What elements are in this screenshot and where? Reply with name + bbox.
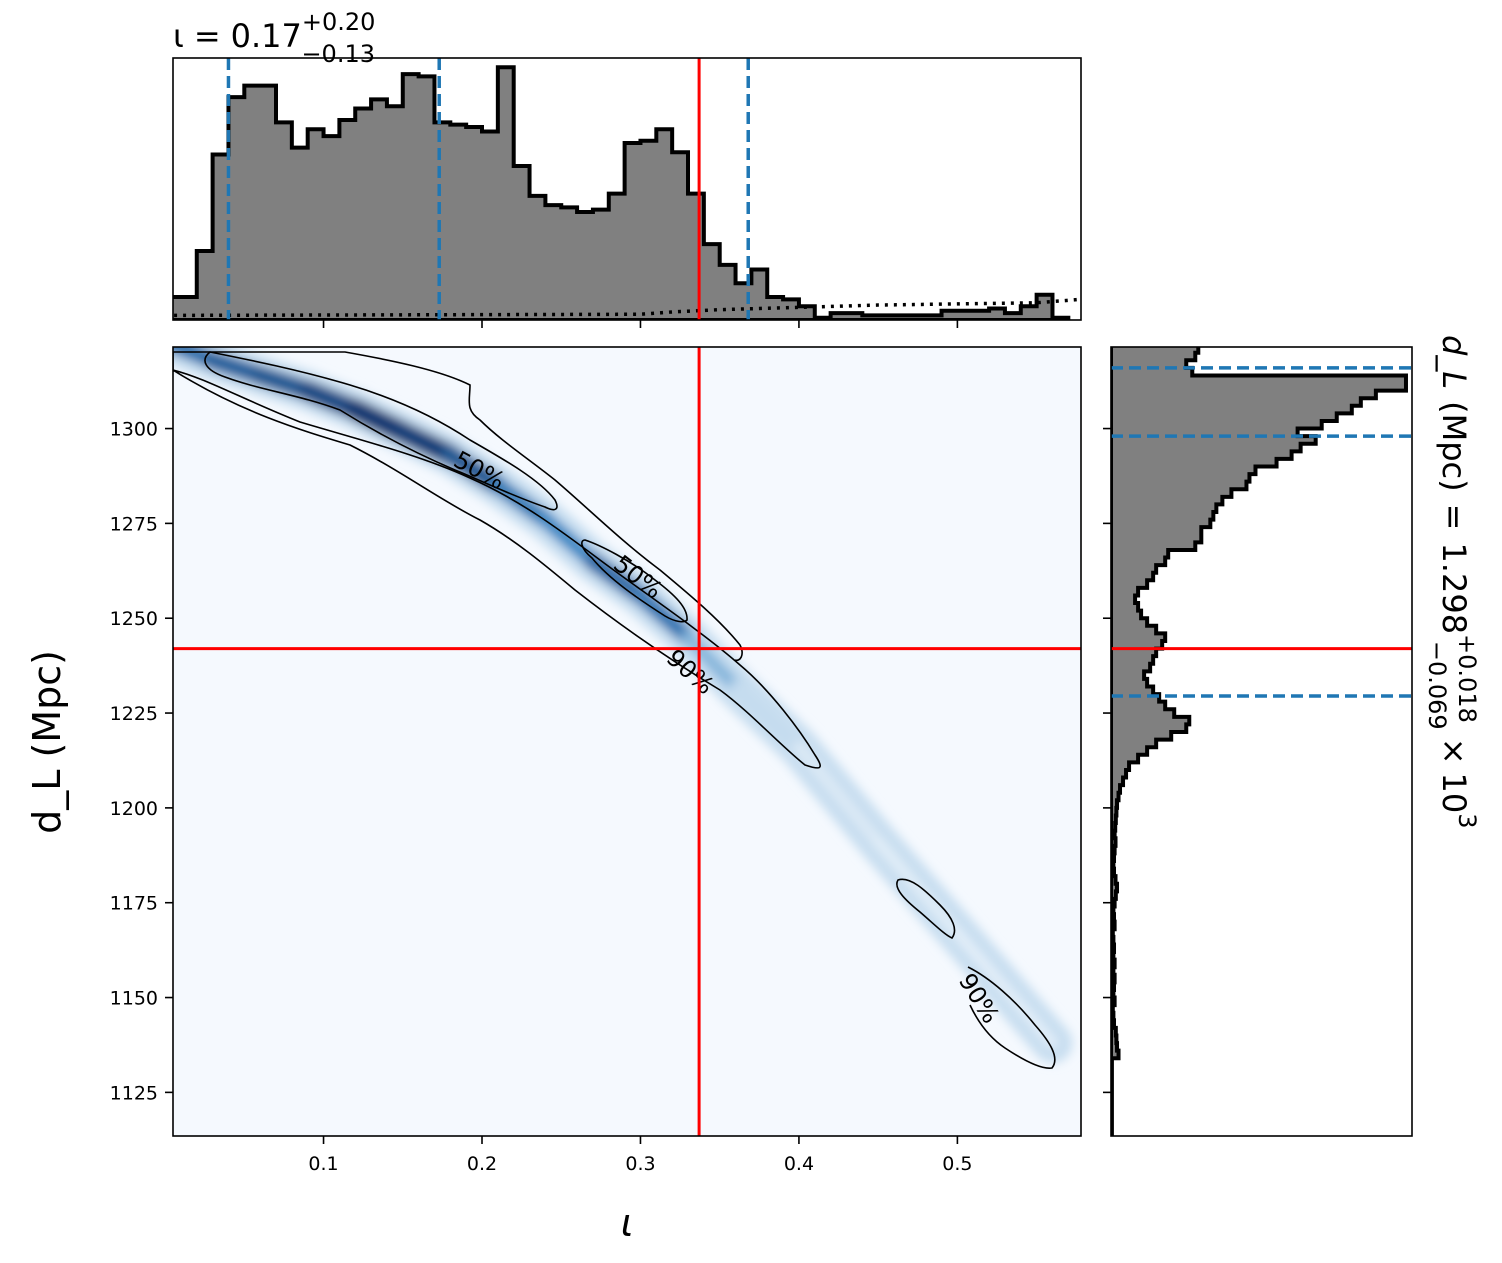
distance-title-times: × [1435, 738, 1473, 765]
y-tick-label-2: 1175 [110, 893, 158, 915]
contour-90-upper [173, 351, 821, 769]
joint-density-y-ticks: 1125 1150 1175 1200 1225 1250 1275 1300 [110, 419, 173, 1104]
density-ridge-segment-15 [952, 927, 1058, 1049]
x-tick-label-3: 0.4 [784, 1153, 814, 1175]
joint-density-background [173, 347, 1081, 1136]
iota-histogram-plot-area [173, 58, 1081, 320]
y-tick-label-0: 1125 [110, 1082, 158, 1104]
iota-histogram-bars [173, 65, 1071, 320]
truth-crosshair [173, 347, 1081, 1136]
y-tick-label-1: 1150 [110, 988, 158, 1010]
distance-histogram-bars [1111, 347, 1408, 1136]
y-tick-label-5: 1250 [110, 608, 158, 630]
contour-50-upper-left [204, 351, 558, 511]
joint-density-panel: 50% 50% 90% 90% 0.1 0.2 0.3 0.4 0.5 11251150… [25, 346, 1082, 1245]
joint-density-x-ticks: 0.1 0.2 0.3 0.4 0.5 [308, 1136, 973, 1175]
density-ridge-segment-14 [872, 836, 963, 939]
density-ridge-segment-11 [681, 630, 743, 694]
iota-title-upper-error: +0.20 [302, 8, 376, 36]
density-ridge-segment-13 [793, 741, 884, 848]
distance-title-exponent: 3 [1453, 813, 1481, 828]
distance-histogram-title: d_L (Mpc) = 1.298+0.018−0.069 × 103 [1423, 335, 1481, 829]
iota-title-median: 0.17 [231, 17, 302, 55]
y-tick-label-4: 1225 [110, 703, 158, 725]
distance-title-upper-error: +0.018 [1453, 634, 1481, 723]
y-tick-label-6: 1275 [110, 513, 158, 535]
iota-histogram-panel: ι = 0.17+0.20 −0.13 [172, 8, 1082, 328]
distance-histogram-plot-area [1111, 347, 1412, 1136]
credible-contours [173, 351, 1056, 1069]
x-axis-label: ι [621, 1201, 634, 1245]
contour-90-island [896, 878, 956, 939]
distance-title-median: 1.298 [1435, 542, 1473, 634]
distance-histogram-panel: d_L (Mpc) = 1.298+0.018−0.069 × 103 [1103, 335, 1481, 1137]
iota-histogram-x-ticks [322, 320, 959, 328]
iota-title-equals: = [194, 17, 221, 55]
x-tick-label-4: 0.5 [942, 1153, 972, 1175]
distance-title-base: 10 [1435, 773, 1473, 814]
iota-title-lower-error: −0.13 [301, 40, 375, 68]
distance-histogram-frame [1110, 346, 1413, 1137]
joint-density-frame [172, 346, 1082, 1137]
distance-title-equals: = [1435, 504, 1473, 531]
distance-title-unit: (Mpc) [1435, 401, 1473, 491]
contour-50-middle [581, 539, 688, 623]
distance-title-param: d_L [1435, 335, 1473, 389]
distance-histogram-y-ticks [1103, 427, 1111, 1094]
density-ridge-segment-6 [440, 445, 508, 496]
iota-histogram-title: ι = 0.17+0.20 −0.13 [173, 8, 375, 68]
iota-title-param: ι [173, 17, 184, 55]
y-axis-label: d_L (Mpc) [25, 650, 69, 834]
x-tick-label-1: 0.2 [467, 1153, 497, 1175]
density-ridge-segment-12 [729, 680, 805, 753]
y-tick-label-7: 1300 [110, 419, 158, 441]
iota-histogram-frame [172, 57, 1082, 321]
distance-title-lower-error: −0.069 [1423, 641, 1451, 730]
x-tick-label-2: 0.3 [625, 1153, 655, 1175]
x-tick-label-0: 0.1 [308, 1153, 338, 1175]
y-tick-label-3: 1200 [110, 798, 158, 820]
contour-90-tail [967, 966, 1056, 1069]
